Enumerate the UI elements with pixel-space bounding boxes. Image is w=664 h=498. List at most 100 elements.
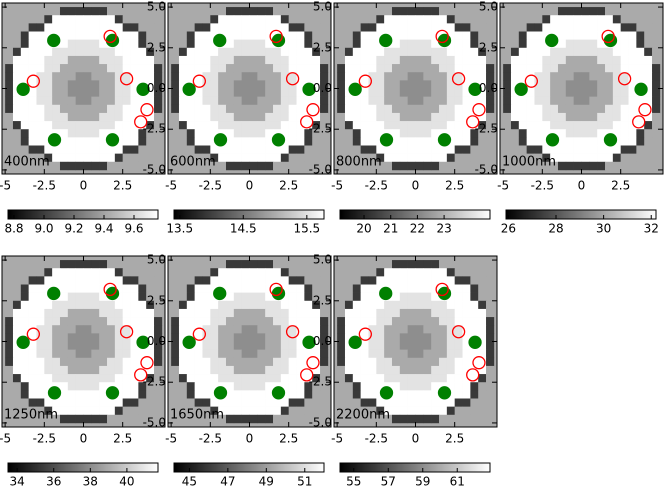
pixel: [542, 23, 551, 32]
pixel: [320, 161, 329, 171]
pixel: [122, 161, 131, 171]
pixel: [52, 161, 61, 171]
pixel: [52, 260, 61, 269]
red-circle: [140, 356, 154, 370]
pixel: [20, 349, 29, 359]
pixel: [218, 333, 227, 342]
pixel: [446, 276, 455, 285]
pixel: [75, 129, 84, 138]
pixel: [526, 72, 535, 81]
pixel: [384, 317, 393, 326]
pixel: [652, 15, 661, 24]
pixel: [431, 15, 440, 24]
pixel: [146, 153, 155, 163]
pixel: [249, 268, 258, 277]
pixel: [225, 39, 235, 49]
pixel: [75, 7, 84, 16]
pixel: [20, 64, 29, 73]
pixel: [597, 121, 606, 130]
pixel: [99, 161, 108, 171]
pixel: [352, 308, 361, 318]
pixel: [312, 96, 321, 106]
pixel: [114, 145, 123, 154]
pixel: [470, 55, 479, 65]
pixel: [415, 390, 424, 399]
pixel: [486, 112, 495, 122]
pixel: [320, 390, 329, 399]
pixel: [486, 47, 495, 57]
pixel: [83, 145, 92, 154]
pixel: [122, 15, 131, 24]
pixel: [210, 357, 219, 367]
pixel: [122, 72, 131, 81]
pixel: [503, 7, 512, 16]
pixel: [265, 72, 274, 81]
pixel: [415, 284, 424, 293]
pixel: [368, 15, 377, 24]
pixel: [12, 80, 22, 89]
pixel: [249, 55, 258, 65]
pixel: [154, 96, 163, 106]
pixel: [52, 268, 61, 277]
pixel: [376, 349, 385, 359]
pixel: [52, 72, 61, 81]
pixel: [67, 292, 76, 302]
pixel: [154, 7, 163, 16]
pixel: [376, 23, 385, 32]
pixel: [28, 72, 37, 81]
pixel: [503, 64, 512, 73]
pixel: [280, 31, 289, 40]
pixel: [67, 349, 76, 359]
pixel: [288, 406, 297, 416]
pixel: [138, 365, 147, 375]
pixel: [612, 72, 621, 81]
pixel: [368, 137, 377, 146]
y-tick-label: 2.5: [479, 40, 498, 54]
x-tick-label: 0: [412, 179, 420, 193]
pixel: [75, 382, 84, 391]
pixel: [67, 153, 76, 163]
pixel: [75, 121, 84, 130]
pixel: [83, 374, 92, 383]
pixel: [44, 374, 53, 383]
pixel: [628, 72, 637, 81]
red-circle: [472, 103, 486, 117]
pixel: [225, 129, 235, 138]
pixel: [91, 268, 100, 277]
pixel: [454, 374, 463, 383]
pixel: [91, 129, 100, 138]
pixel: [304, 308, 313, 318]
pixel: [486, 308, 495, 318]
pixel: [542, 153, 551, 163]
pixel: [423, 357, 432, 367]
pixel: [99, 308, 108, 318]
pixel: [384, 276, 393, 285]
pixel: [399, 300, 408, 310]
pixel: [171, 129, 180, 138]
pixel: [542, 112, 551, 122]
pixel: [5, 382, 14, 391]
green-point: [47, 386, 62, 400]
pixel: [249, 31, 258, 40]
pixel: [114, 365, 123, 375]
pixel: [407, 333, 416, 342]
pixel: [59, 365, 69, 375]
red-circle: [192, 327, 206, 341]
pixel: [99, 268, 108, 277]
pixel: [210, 365, 219, 375]
pixel: [114, 349, 123, 359]
pixel: [470, 23, 479, 32]
pixel: [194, 39, 203, 49]
pixel: [399, 64, 408, 73]
pixel: [597, 129, 606, 138]
pixel: [431, 129, 440, 138]
pixel: [550, 161, 559, 171]
pixel: [99, 47, 108, 57]
pixel: [612, 23, 621, 32]
pixel: [407, 374, 416, 383]
pixel: [171, 80, 180, 89]
pixel: [384, 260, 393, 269]
pixel: [83, 357, 92, 367]
pixel: [138, 382, 147, 391]
pixel: [241, 31, 250, 40]
